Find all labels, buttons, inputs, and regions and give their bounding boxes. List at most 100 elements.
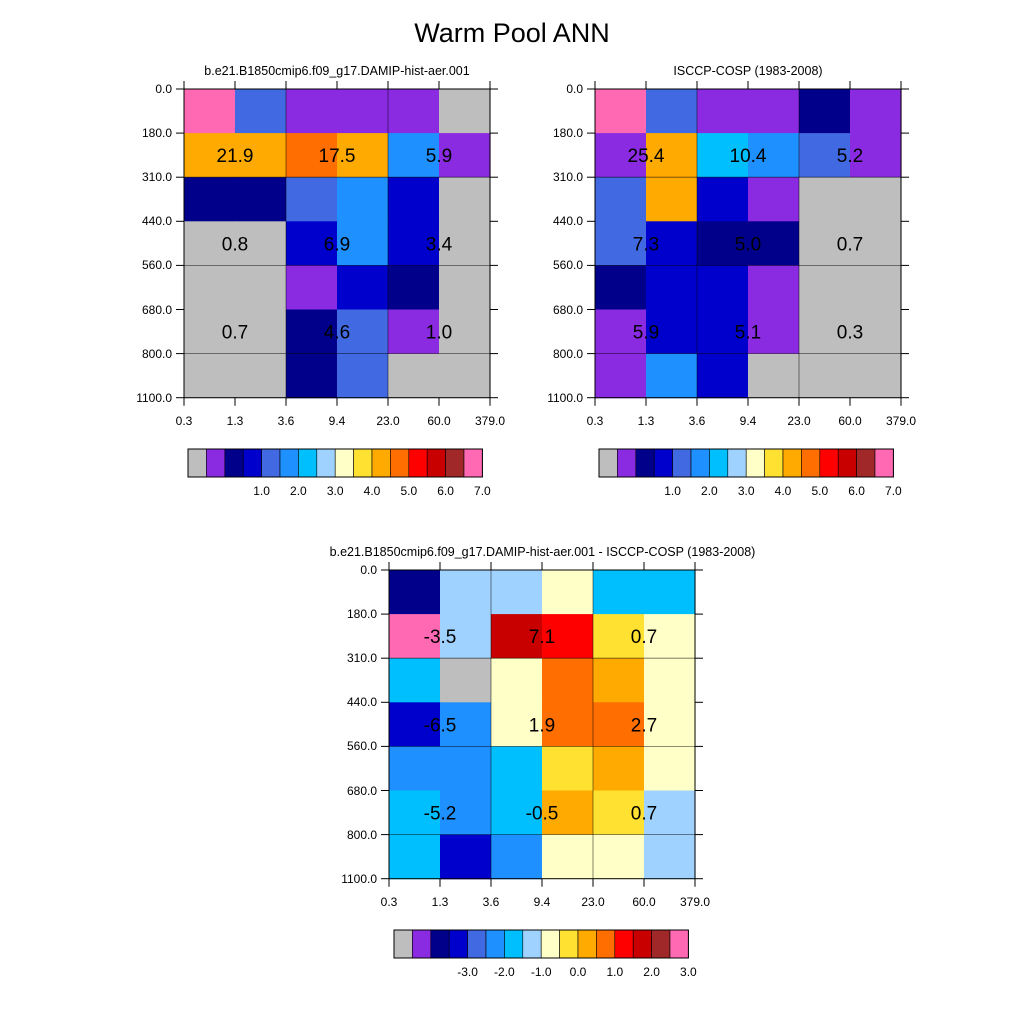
box-value-label: 7.3 (633, 234, 659, 255)
colorbar-swatch (614, 929, 634, 959)
heatmap-cell (388, 177, 440, 222)
heatmap-cell (491, 658, 543, 703)
heatmap-cell (799, 177, 851, 222)
box-value-label: 1.9 (529, 715, 555, 736)
colorbar-swatch (463, 448, 483, 478)
heatmap-cell (644, 834, 696, 880)
colorbar-label: 5.0 (811, 484, 829, 498)
heatmap-cell (286, 133, 338, 178)
x-tick-label: 9.4 (533, 894, 551, 909)
heatmap-cell (491, 614, 543, 659)
heatmap-cell (388, 309, 440, 355)
heatmap-cell (389, 834, 441, 880)
heatmap-cell (439, 309, 491, 355)
heatmap-cell (184, 177, 236, 222)
colorbar-label: 2.0 (701, 484, 718, 498)
heatmap-cell (697, 265, 749, 311)
x-tick-label: 23.0 (787, 413, 811, 428)
box-value-label: 0.7 (222, 323, 248, 344)
x-tick-label: 3.6 (277, 413, 295, 428)
x-tick-label: 379.0 (474, 413, 506, 428)
colorbar-swatch (635, 448, 655, 478)
heatmap-cell (799, 89, 851, 134)
heatmap-cell (748, 221, 800, 266)
colorbar-swatch (334, 448, 354, 478)
y-tick-label: 310.0 (141, 170, 172, 185)
heatmap-cell (595, 353, 647, 399)
heatmap-cell (184, 309, 236, 355)
heatmap-cell (389, 570, 441, 615)
colorbar-swatch (187, 448, 207, 478)
heatmap-cell (286, 353, 338, 399)
colorbar-swatch (540, 929, 560, 959)
y-tick-label: 0.0 (360, 563, 377, 577)
heatmap-cell (440, 790, 492, 836)
colorbar-label: 0.0 (569, 965, 587, 979)
colorbar-label: -1.0 (530, 965, 552, 979)
heatmap-cell (850, 265, 902, 311)
colorbar-swatch (596, 929, 616, 959)
x-tick-label: 9.4 (328, 413, 346, 428)
colorbar-swatch (727, 448, 747, 478)
heatmap-cell (235, 177, 287, 222)
y-tick-label: 440.0 (552, 214, 583, 229)
heatmap-cell (389, 614, 441, 659)
heatmap-cell (646, 177, 698, 222)
heatmap-cell (235, 133, 287, 178)
heatmap-cell (748, 309, 800, 355)
y-tick-label: 440.0 (141, 214, 172, 229)
heatmap-cell (644, 790, 696, 836)
box-value-label: -5.2 (424, 804, 457, 825)
colorbar-swatch (430, 929, 450, 959)
heatmap-cell (439, 89, 491, 134)
heatmap-cell (542, 658, 594, 703)
box-value-label: -0.5 (526, 804, 559, 825)
box-value-label: 5.9 (426, 146, 452, 167)
box-value-label: 5.2 (837, 146, 863, 167)
colorbar-swatch (316, 448, 336, 478)
box-value-label: 0.3 (837, 323, 863, 344)
colorbar-swatch (224, 448, 244, 478)
colorbar-swatch (445, 448, 465, 478)
colorbar-swatch (577, 929, 597, 959)
colorbar-label: 4.0 (774, 484, 792, 498)
heatmap-cell (850, 221, 902, 266)
box-value-label: 6.9 (324, 234, 350, 255)
heatmap-cell (389, 702, 441, 747)
colorbar-label: 3.0 (680, 965, 697, 979)
heatmap-cell (286, 309, 338, 355)
colorbar-frame (187, 448, 483, 478)
box-value-label: 7.1 (529, 627, 555, 648)
colorbar-swatch (801, 448, 821, 478)
colorbar-label: 3.0 (326, 484, 344, 498)
panel-title-model: b.e21.B1850cmip6.f09_g17.DAMIP-hist-aer.… (204, 64, 470, 78)
colorbar-swatch (412, 929, 432, 959)
colorbar-swatch (467, 929, 487, 959)
colorbar-label: 1.0 (253, 484, 270, 498)
y-tick-label: 1100.0 (547, 390, 583, 405)
heatmap-cell (748, 133, 800, 178)
heatmap-cell (593, 746, 645, 792)
heatmap-cell (542, 746, 594, 792)
heatmap-cell (286, 265, 338, 311)
colorbar-swatch (672, 448, 692, 478)
box-value-label: 0.8 (222, 234, 248, 255)
box-value-label: -3.5 (424, 627, 457, 648)
heatmap-cell (337, 309, 389, 355)
heatmap-cell (389, 658, 441, 703)
colorbar-frame (598, 448, 894, 478)
y-tick-label: 800.0 (346, 827, 377, 842)
heatmap-cell (184, 133, 236, 178)
box-value-label: 10.4 (730, 146, 767, 167)
heatmap-cell (697, 177, 749, 222)
figure-title: Warm Pool ANN (414, 18, 610, 48)
colorbar-swatch (653, 448, 673, 478)
heatmap-cell (337, 177, 389, 222)
y-tick-label: 180.0 (346, 607, 377, 622)
heatmap-cell (850, 177, 902, 222)
x-tick-label: 60.0 (632, 894, 656, 909)
heatmap-cell (595, 133, 647, 178)
heatmap-cell (646, 265, 698, 311)
y-tick-label: 680.0 (346, 783, 377, 798)
